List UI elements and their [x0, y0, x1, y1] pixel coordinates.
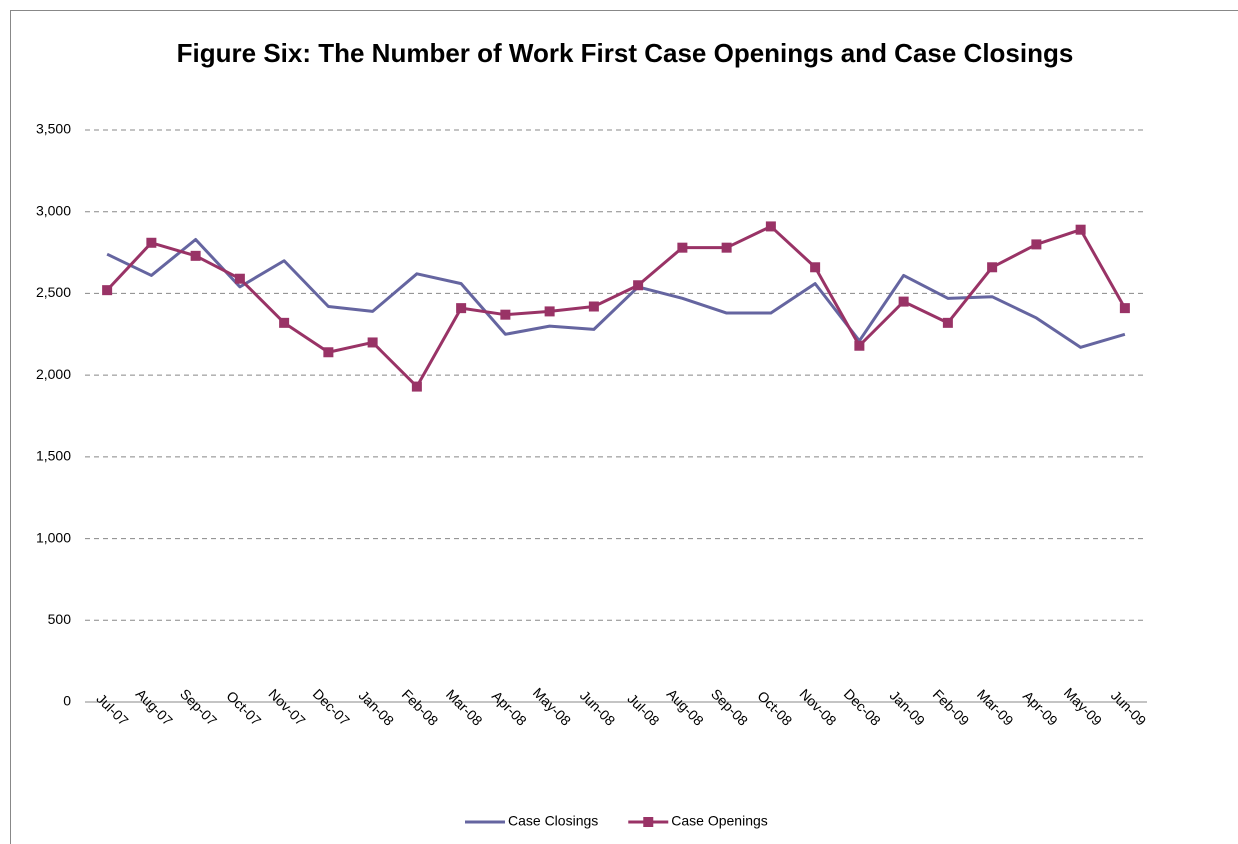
- y-tick-label: 3,000: [36, 202, 71, 218]
- marker: [544, 306, 555, 317]
- marker: [854, 340, 865, 351]
- y-tick-label: 1,500: [36, 448, 71, 464]
- marker: [190, 250, 201, 261]
- legend-marker: [643, 817, 654, 827]
- y-tick-label: 2,500: [36, 284, 71, 300]
- legend-label: Case Closings: [508, 813, 598, 829]
- marker: [588, 301, 599, 312]
- marker: [898, 296, 909, 307]
- y-tick-label: 500: [48, 611, 72, 627]
- marker: [1119, 303, 1130, 314]
- marker: [456, 303, 467, 314]
- marker: [1031, 239, 1042, 250]
- y-tick-label: 0: [63, 693, 71, 709]
- marker: [323, 347, 334, 358]
- marker: [633, 280, 644, 291]
- marker: [102, 285, 113, 296]
- marker: [146, 237, 157, 248]
- marker: [367, 337, 378, 348]
- marker: [765, 221, 776, 232]
- legend-label: Case Openings: [671, 813, 768, 829]
- chart-border: [10, 10, 1238, 844]
- marker: [1075, 224, 1086, 235]
- marker: [500, 309, 511, 320]
- chart-title: Figure Six: The Number of Work First Cas…: [177, 38, 1074, 68]
- y-tick-label: 1,000: [36, 529, 71, 545]
- marker: [721, 242, 732, 253]
- series-line: [106, 224, 1127, 389]
- marker: [810, 262, 821, 273]
- marker: [677, 242, 688, 253]
- marker: [942, 317, 953, 328]
- marker: [234, 273, 245, 284]
- marker: [279, 317, 290, 328]
- marker: [987, 262, 998, 273]
- marker: [411, 381, 422, 392]
- y-tick-label: 3,500: [36, 121, 71, 137]
- series-line: [106, 237, 1126, 349]
- y-tick-label: 2,000: [36, 366, 71, 382]
